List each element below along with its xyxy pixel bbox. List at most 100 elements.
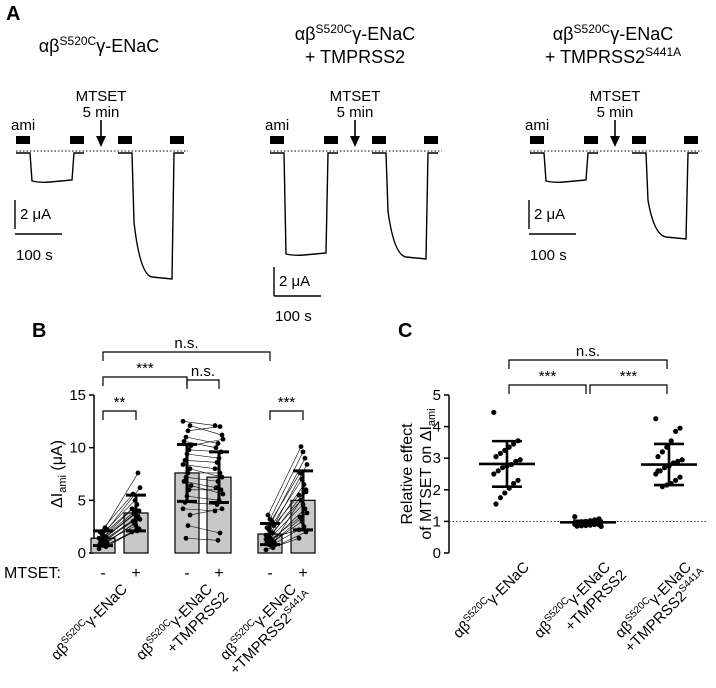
pair-line [267,446,302,516]
mtset-state: - [100,565,105,582]
mtset-arrow-head [610,136,620,147]
data-point [219,432,225,438]
pair-line [185,537,219,541]
panel-a-titles: αβS520Cγ-ENaC αβS520Cγ-ENaC + TMPRSS2 αβ… [39,22,681,67]
data-point [668,438,674,444]
data-point [302,455,308,461]
ylabel-main: of MTSET on ΔI [418,426,435,540]
comparison-label: n.s. [576,343,600,360]
trace-title-1: αβS520Cγ-ENaC [39,34,159,56]
pair-line [187,525,221,534]
pair-line [184,460,218,463]
mtset-label: MTSET [590,88,641,105]
scale-current-label: 2 μA [20,206,51,223]
mtset-state: - [267,565,272,582]
ami-label: ami [265,117,289,134]
scale-time-label: 100 s [530,247,567,264]
data-point [510,480,517,487]
data-point [304,510,310,516]
data-point [130,519,136,524]
mtset-state: + [214,565,223,582]
ami-label: ami [11,117,35,134]
data-point [180,506,186,512]
pair-line [185,436,219,444]
data-point [187,512,193,518]
current-trace-before [16,152,84,184]
pair-line [100,513,135,541]
data-point [673,477,679,483]
data-point [493,454,499,460]
comparison-bracket [589,384,668,394]
pair-line [269,451,304,520]
pair-line [100,511,135,540]
data-point [655,454,661,460]
data-point [220,436,226,442]
data-point [217,530,223,536]
data-point [263,532,269,538]
category-label-1: αβS520Cγ-ENaC [449,558,533,642]
panel-c-chart: 0 1 2 3 4 5 Relative effect of MTSET on ΔIami n.… [399,343,707,656]
ami-block [684,136,698,144]
data-point [296,535,302,541]
data-point [187,423,193,428]
pair-line [186,453,220,459]
data-point [265,512,271,518]
ami-block [584,136,598,144]
mtset-arrow-head [350,136,360,147]
pair-line [103,530,138,546]
comparison-label: *** [136,360,154,377]
data-point [297,514,303,520]
data-point [572,514,578,520]
category-label-line1: αβS520Cγ-ENaC [47,580,131,664]
data-point [517,457,523,463]
mtset-arrow-head [96,136,106,147]
data-point [303,489,309,495]
category-label-3: αβS520Cγ-ENaC+TMPRSS2S441A [612,559,707,656]
category-label-3: αβS520Cγ-ENaC+TMPRSS2S441A [217,581,312,678]
ylabel-sub: ami [57,475,69,493]
mtset-duration: 5 min [597,104,634,121]
data-point [495,468,501,474]
data-point [300,449,306,455]
data-point [185,523,191,529]
comparison-bracket [102,376,188,386]
pair-line [189,508,223,516]
category-label-line1: αβS520Cγ-ENaC [449,558,533,642]
comparison-bracket [186,379,220,389]
trace-title-2: αβS520Cγ-ENaC [295,22,415,44]
data-point [298,444,304,450]
pair-line [102,525,137,543]
mtset-duration: 5 min [337,104,374,121]
scale-time-label: 100 s [16,247,53,264]
data-point [659,449,666,455]
data-point [180,418,186,424]
data-point [217,424,223,429]
pair-line [185,476,219,482]
panel-a-letter: A [6,3,20,25]
scale-current-label: 2 μA [534,206,565,223]
y-tick-label: 3 [433,450,441,467]
data-point [212,508,218,514]
comparison-bracket [102,410,137,420]
trace-title-3-line2: + TMPRSS2S441A [545,45,681,67]
current-trace-after [632,152,698,240]
category-label-2: αβS520Cγ-ENaC+TMPRSS2 [133,581,232,664]
comparison-bracket [102,351,271,361]
data-point [212,423,218,428]
data-point [267,516,273,522]
data-point [183,535,189,541]
data-point [219,506,225,512]
data-point [653,416,659,422]
data-point [502,490,508,496]
ami-block [324,136,338,144]
data-point [263,547,269,553]
comparison-label: *** [278,394,296,411]
pair-line [182,421,216,426]
data-point [212,466,218,472]
data-point [491,471,497,477]
data-point [662,465,668,471]
y-tick-label: 10 [69,440,86,457]
ylabel-sub: ami [426,408,438,426]
pair-line [269,504,304,539]
